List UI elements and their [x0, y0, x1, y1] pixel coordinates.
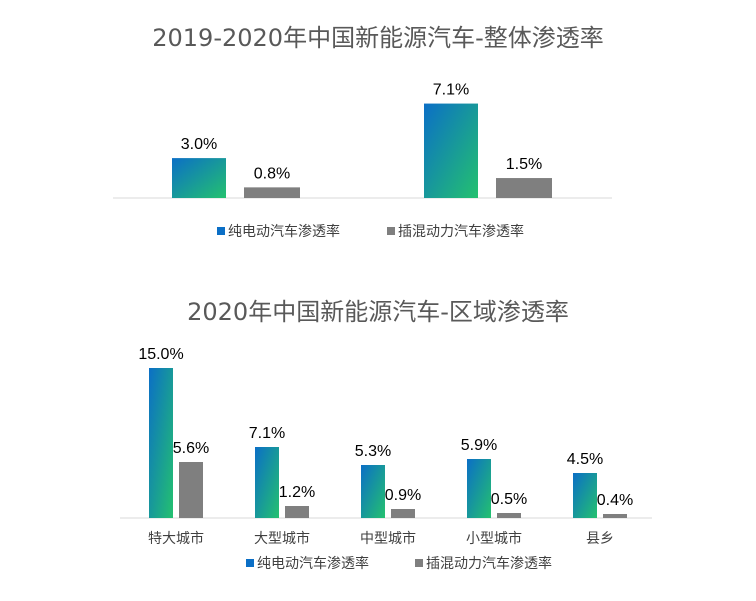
data-label: 0.4% — [597, 492, 633, 509]
chart-2: 15.0% 7.1% 5.3% 5.9% 4.5% 纯电动汽车渗透率 5.6% 1.2% 0.9… — [120, 346, 652, 572]
ev-bar — [149, 368, 173, 518]
data-label: 4.5% — [567, 451, 603, 468]
category-label: 中型城市 — [360, 530, 416, 547]
phev-bar — [603, 514, 627, 518]
chart-1: 3.0% 7.1% 纯电动汽车渗透率 0.8% 1.5% 插混动力汽车渗透率 — [113, 82, 612, 240]
phev-bar — [497, 513, 521, 518]
data-label: 5.6% — [173, 440, 209, 457]
phev-bar — [285, 506, 309, 518]
data-label: 15.0% — [138, 346, 183, 363]
data-label: 7.1% — [249, 425, 285, 442]
legend-swatch — [415, 559, 423, 567]
chart-1-title: 2019-2020年中国新能源汽车-整体渗透率 — [152, 24, 603, 52]
category-label: 大型城市 — [254, 530, 310, 547]
legend-label: 插混动力汽车渗透率 — [426, 555, 552, 572]
category-label: 小型城市 — [466, 530, 522, 547]
ev-bar — [424, 103, 478, 198]
phev-bar — [179, 462, 203, 518]
ev-bar — [467, 459, 491, 518]
category-label: 县乡 — [586, 531, 614, 547]
chart-2-title: 2020年中国新能源汽车-区域渗透率 — [187, 298, 569, 326]
data-label: 5.9% — [461, 437, 497, 454]
phev-bar — [391, 509, 415, 518]
data-label: 3.0% — [181, 136, 217, 153]
phev-bar — [496, 178, 552, 198]
data-label: 7.1% — [433, 82, 469, 99]
legend-swatch — [246, 559, 254, 567]
data-label: 0.9% — [385, 487, 421, 504]
ev-bar — [172, 158, 226, 198]
data-label: 0.8% — [254, 165, 290, 182]
legend-swatch — [387, 227, 395, 235]
legend-swatch — [217, 227, 225, 235]
legend-label: 纯电动汽车渗透率 — [228, 223, 340, 240]
data-label: 1.2% — [279, 484, 315, 501]
data-label: 5.3% — [355, 443, 391, 460]
legend-label: 插混动力汽车渗透率 — [398, 223, 524, 240]
ev-bar — [255, 447, 279, 518]
legend-label: 纯电动汽车渗透率 — [257, 555, 369, 572]
category-label: 特大城市 — [148, 530, 204, 547]
data-label: 1.5% — [506, 156, 542, 173]
ev-bar — [573, 473, 597, 518]
ev-bar — [361, 465, 385, 518]
phev-bar — [244, 187, 300, 198]
data-label: 0.5% — [491, 491, 527, 508]
